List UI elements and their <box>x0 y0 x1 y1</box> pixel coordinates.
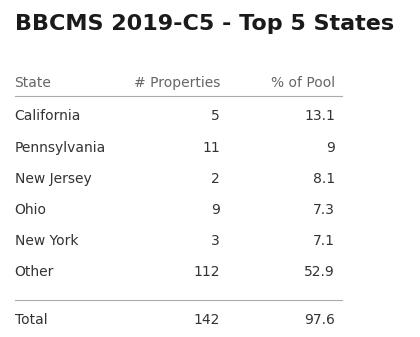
Text: Total: Total <box>15 313 47 327</box>
Text: 3: 3 <box>211 234 220 248</box>
Text: Pennsylvania: Pennsylvania <box>15 141 106 155</box>
Text: 52.9: 52.9 <box>304 266 335 279</box>
Text: New Jersey: New Jersey <box>15 172 92 186</box>
Text: 9: 9 <box>326 141 335 155</box>
Text: State: State <box>15 76 52 90</box>
Text: 2: 2 <box>211 172 220 186</box>
Text: 142: 142 <box>194 313 220 327</box>
Text: 7.1: 7.1 <box>313 234 335 248</box>
Text: BBCMS 2019-C5 - Top 5 States: BBCMS 2019-C5 - Top 5 States <box>15 14 394 34</box>
Text: California: California <box>15 109 81 123</box>
Text: 112: 112 <box>194 266 220 279</box>
Text: % of Pool: % of Pool <box>271 76 335 90</box>
Text: 5: 5 <box>211 109 220 123</box>
Text: # Properties: # Properties <box>134 76 220 90</box>
Text: 13.1: 13.1 <box>304 109 335 123</box>
Text: Ohio: Ohio <box>15 203 47 217</box>
Text: 97.6: 97.6 <box>304 313 335 327</box>
Text: New York: New York <box>15 234 78 248</box>
Text: 9: 9 <box>211 203 220 217</box>
Text: 11: 11 <box>202 141 220 155</box>
Text: Other: Other <box>15 266 54 279</box>
Text: 8.1: 8.1 <box>313 172 335 186</box>
Text: 7.3: 7.3 <box>313 203 335 217</box>
